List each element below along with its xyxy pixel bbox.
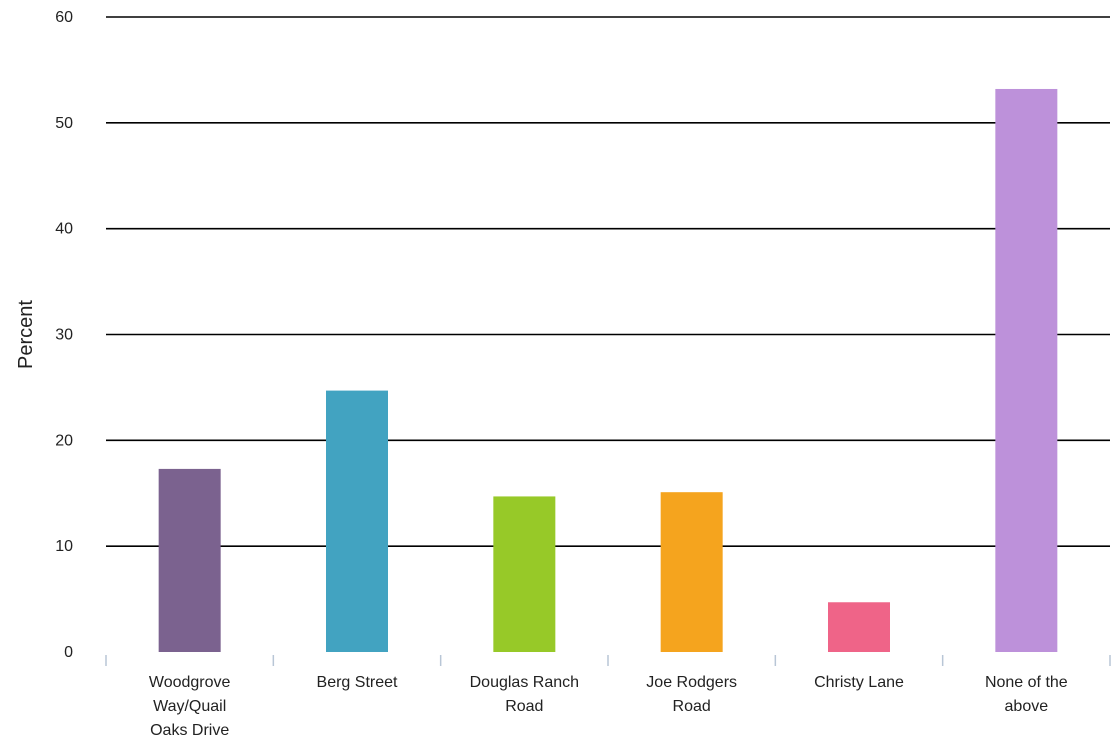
x-tick-label-line: Douglas Ranch [470, 674, 579, 691]
gridlines [106, 16, 1110, 547]
y-axis-ticks: 0 10 20 30 40 50 60 [55, 9, 73, 661]
x-tick-label-line: Woodgrove [149, 674, 231, 691]
y-tick-label: 40 [55, 221, 73, 238]
bar [326, 390, 388, 652]
x-tick-label: Woodgrove Way/Quail Oaks Drive [149, 674, 231, 739]
y-tick-label: 10 [55, 538, 73, 555]
x-tick-label: Christy Lane [814, 674, 904, 691]
x-tick-label-line: above [1005, 698, 1049, 715]
x-tick-label: Berg Street [317, 674, 398, 691]
bar [828, 602, 890, 652]
bar [660, 492, 723, 652]
y-tick-label: 20 [55, 432, 73, 449]
x-axis-ticks [105, 655, 1111, 666]
x-tick-label-line: None of the [985, 674, 1068, 691]
bars [158, 88, 1058, 652]
bar [995, 88, 1058, 652]
x-tick-label-line: Road [505, 698, 543, 715]
x-tick-label-line: Way/Quail [153, 698, 226, 715]
y-tick-label: 50 [55, 115, 73, 132]
x-tick-label-line: Oaks Drive [150, 722, 229, 739]
y-tick-label: 60 [55, 9, 73, 26]
bar [493, 496, 556, 652]
y-tick-label: 0 [64, 644, 73, 661]
x-tick-label: Joe Rodgers Road [646, 674, 737, 715]
x-tick-label: None of the above [985, 674, 1068, 715]
bar [158, 468, 221, 652]
y-tick-label: 30 [55, 327, 73, 344]
y-axis-label: Percent [15, 300, 37, 369]
x-axis-labels: Woodgrove Way/Quail Oaks Drive Berg Street D… [149, 674, 1068, 739]
x-tick-label-line: Joe Rodgers [646, 674, 737, 691]
x-tick-label: Douglas Ranch Road [470, 674, 579, 715]
x-tick-label-line: Berg Street [317, 674, 398, 691]
x-tick-label-line: Road [673, 698, 711, 715]
x-tick-label-line: Christy Lane [814, 674, 904, 691]
